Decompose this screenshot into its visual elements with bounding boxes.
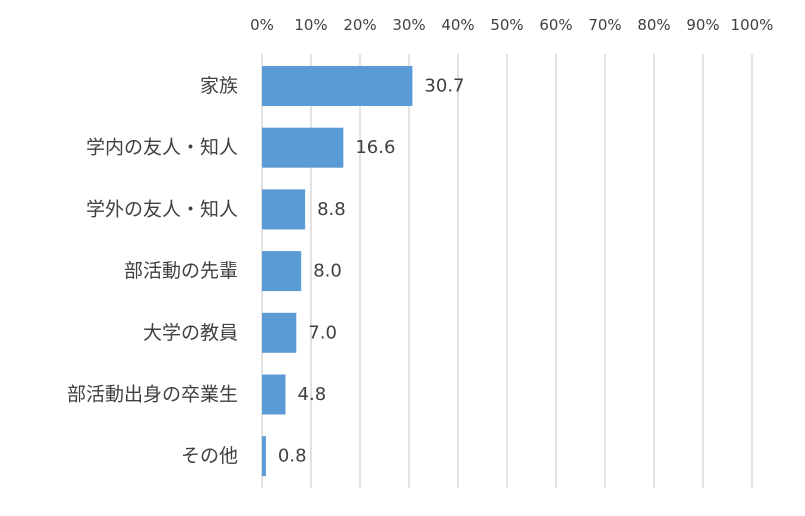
data-label: 8.0	[313, 261, 342, 282]
x-tick-label: 70%	[588, 16, 621, 34]
x-tick-label: 20%	[343, 16, 376, 34]
category-label: 部活動出身の卒業生	[67, 384, 238, 406]
x-tick-label: 60%	[539, 16, 572, 34]
category-label: 大学の教員	[143, 322, 238, 344]
x-tick-label: 90%	[686, 16, 719, 34]
gridlines	[261, 54, 753, 488]
data-label: 0.8	[278, 446, 307, 467]
x-tick-label: 50%	[490, 16, 523, 34]
data-labels: 30.7 16.6 8.8 8.0 7.0 4.8 0.8	[278, 76, 465, 467]
data-label: 30.7	[424, 76, 464, 97]
bar	[262, 66, 413, 106]
x-tick-label: 0%	[250, 16, 274, 34]
x-tick-label: 80%	[637, 16, 670, 34]
bar	[262, 374, 286, 415]
data-label: 16.6	[355, 137, 395, 158]
category-label: 部活動の先輩	[124, 260, 238, 282]
bar	[262, 127, 344, 168]
data-label: 8.8	[317, 199, 346, 220]
category-label: その他	[181, 445, 238, 467]
bar	[262, 251, 302, 292]
x-tick-label: 40%	[441, 16, 474, 34]
category-label: 家族	[200, 75, 238, 97]
bars	[262, 66, 413, 477]
category-labels: 家族学内の友人・知人学外の友人・知人部活動の先輩大学の教員部活動出身の卒業生その…	[67, 75, 238, 467]
bar	[262, 312, 297, 353]
category-label: 学内の友人・知人	[86, 137, 238, 159]
x-tick-label: 100%	[731, 16, 774, 34]
data-label: 4.8	[298, 384, 327, 405]
x-tick-label: 10%	[294, 16, 327, 34]
data-label: 7.0	[308, 322, 337, 343]
bar	[262, 189, 306, 230]
bar	[262, 436, 266, 477]
category-label: 学外の友人・知人	[86, 198, 238, 220]
x-axis-ticks: 0% 10% 20% 30% 40% 50% 60% 70% 80% 90% 100%	[250, 16, 773, 34]
x-tick-label: 30%	[392, 16, 425, 34]
